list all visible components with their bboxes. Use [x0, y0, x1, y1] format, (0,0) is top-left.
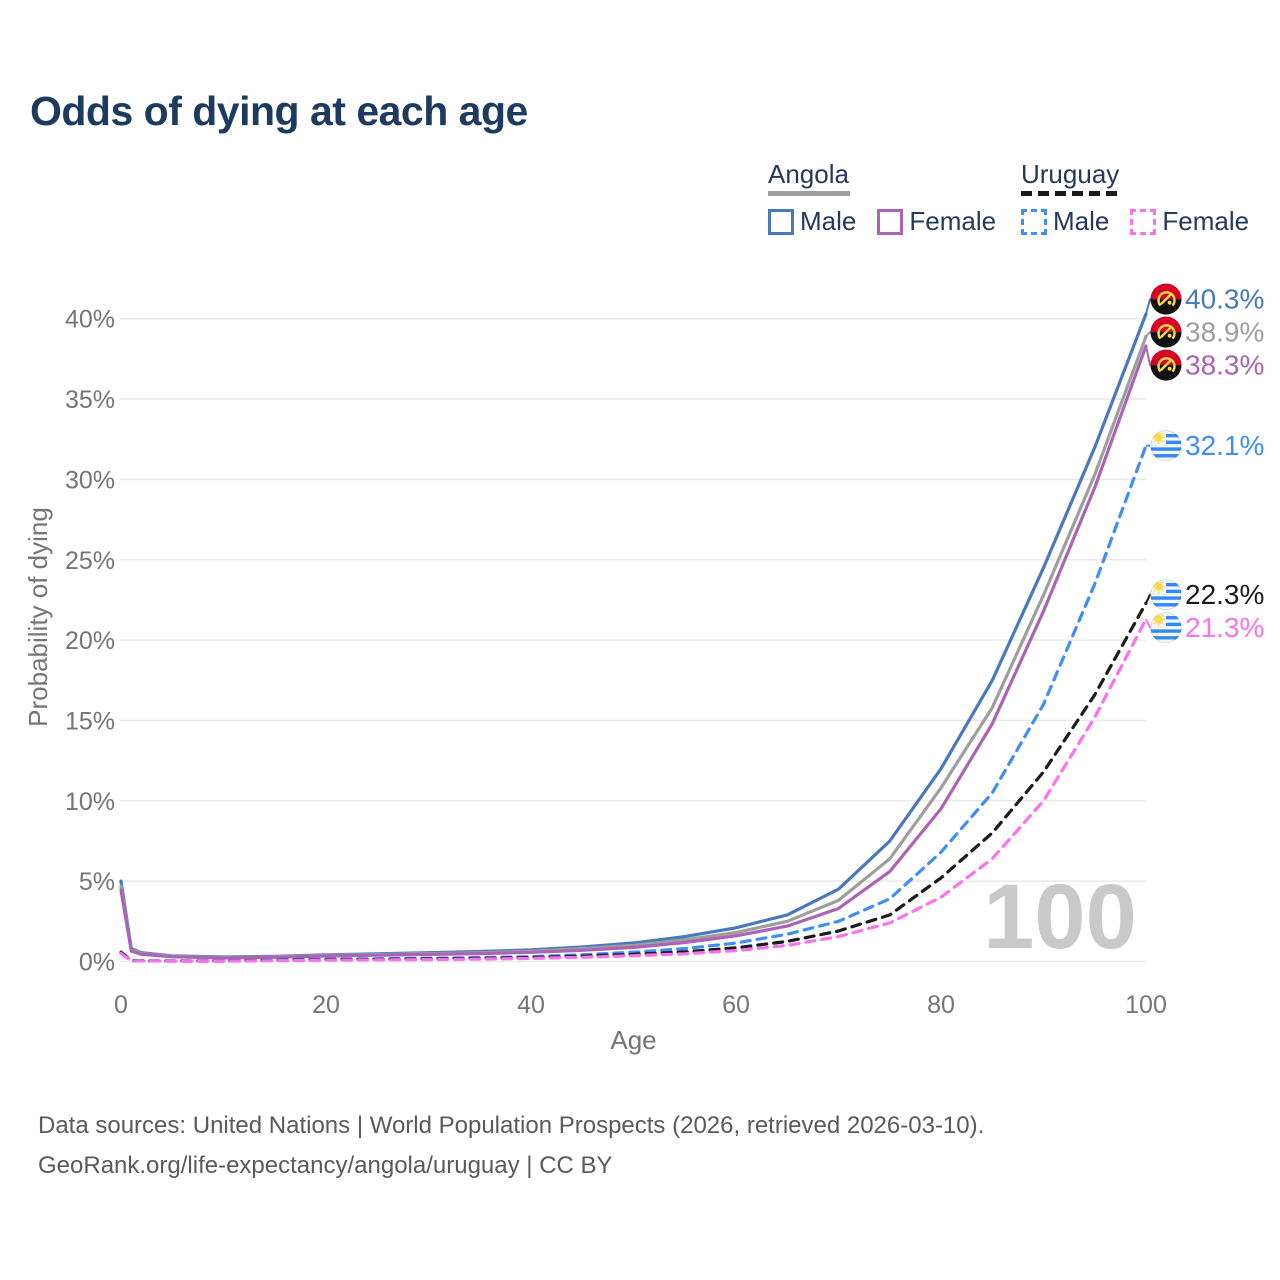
page-title: Odds of dying at each age [30, 88, 528, 134]
legend-group-angola: Angola Male Female [768, 160, 1017, 237]
angola-solid-line-swatch-icon [768, 191, 850, 196]
y-tick-label: 10% [65, 788, 115, 816]
angola-flag-icon [1150, 349, 1182, 381]
leader-angola-male [1145, 298, 1152, 315]
line-angola-both[interactable] [119, 334, 1148, 960]
legend-angola-title: Angola [768, 159, 849, 189]
angola-flag-icon [1150, 283, 1182, 315]
line-uruguay-female[interactable] [119, 617, 1148, 963]
x-axis-title: Age [610, 1025, 656, 1055]
y-tick-label: 35% [65, 386, 115, 414]
leader-angola-both [1145, 331, 1153, 338]
uruguay-flag-icon [1150, 579, 1182, 611]
y-tick-label: 20% [65, 627, 115, 655]
line-angola-female[interactable] [119, 344, 1148, 960]
angola-male-swatch-icon [768, 208, 794, 235]
y-tick-label: 30% [65, 466, 115, 494]
uruguay-dashed-line-swatch-icon [1021, 191, 1118, 196]
end-label-uruguay-male: 32.1% [1185, 430, 1264, 461]
legend-item-uruguay-male[interactable]: Male [1021, 206, 1109, 237]
license-line: GeoRank.org/life-expectancy/angola/urugu… [38, 1152, 613, 1179]
source-attribution: Data sources: United Nations | World Pop… [38, 1106, 984, 1186]
legend-label-uruguay-male: Male [1053, 206, 1110, 236]
y-tick-label: 25% [65, 547, 115, 575]
x-tick-label: 100 [1125, 991, 1167, 1019]
line-angola-male[interactable] [119, 312, 1148, 959]
y-tick-label: 40% [65, 306, 115, 334]
legend-item-angola-male[interactable]: Male [768, 206, 856, 237]
y-tick-label: 0% [79, 949, 115, 977]
uruguay-female-swatch-icon [1130, 208, 1157, 235]
legend-label-angola-male: Male [800, 206, 857, 236]
end-label-uruguay-female: 21.3% [1185, 612, 1264, 643]
legend-item-angola-female[interactable]: Female [877, 206, 996, 237]
end-label-angola-both: 38.9% [1185, 317, 1264, 348]
x-tick-label: 20 [312, 991, 340, 1019]
uruguay-male-swatch-icon [1021, 208, 1047, 235]
x-tick-label: 80 [927, 991, 955, 1019]
x-tick-label: 40 [517, 991, 545, 1019]
end-label-angola-male: 40.3% [1185, 284, 1264, 315]
uruguay-flag-icon [1150, 430, 1182, 462]
angola-flag-icon [1150, 316, 1182, 348]
leader-angola-female [1145, 345, 1152, 367]
y-tick-label: 5% [79, 868, 115, 896]
legend-item-uruguay-female[interactable]: Female [1130, 206, 1249, 237]
legend-label-angola-female: Female [909, 206, 997, 236]
x-tick-label: 60 [722, 991, 750, 1019]
legend-label-uruguay-female: Female [1162, 206, 1250, 236]
y-tick-label: 15% [65, 707, 115, 735]
leader-uruguay-both [1145, 593, 1152, 604]
watermark-age-label: 100 [983, 866, 1137, 968]
x-tick-label: 0 [114, 991, 128, 1019]
y-axis-title: Probability of dying [23, 507, 53, 727]
uruguay-flag-icon [1150, 612, 1182, 644]
data-sources-line: Data sources: United Nations | World Pop… [38, 1112, 985, 1139]
legend-group-uruguay: Uruguay Male Female [1021, 160, 1270, 237]
leader-uruguay-female [1145, 618, 1152, 629]
end-label-angola-female: 38.3% [1185, 350, 1264, 381]
angola-female-swatch-icon [877, 208, 904, 235]
legend-uruguay-title: Uruguay [1021, 159, 1120, 189]
end-label-uruguay-both: 22.3% [1185, 579, 1264, 610]
